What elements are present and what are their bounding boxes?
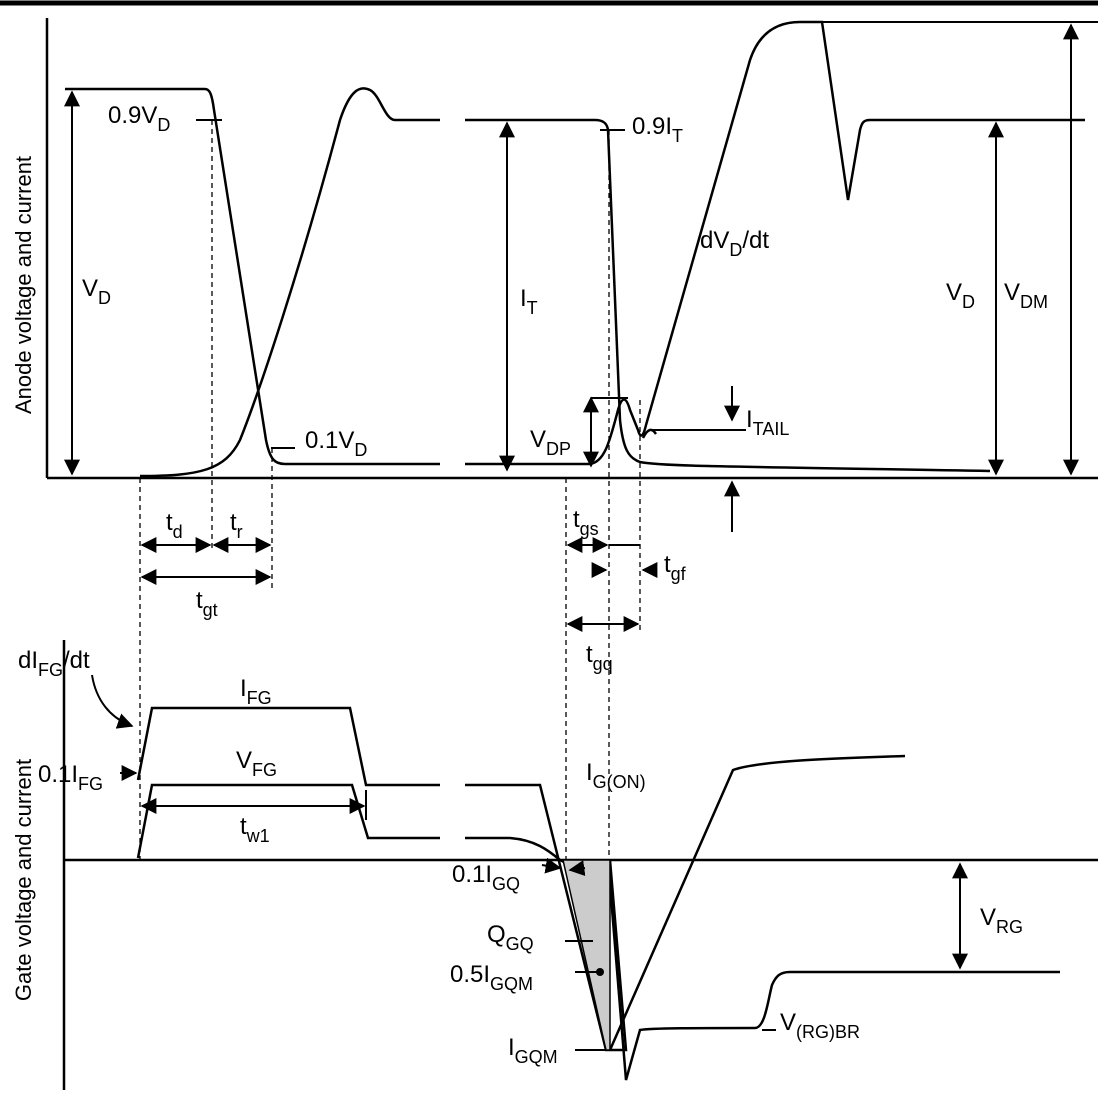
p01igq-arrow-left (541, 857, 562, 874)
difg-dt-arrow (91, 674, 134, 729)
anode-voltage-turn-on (65, 87, 440, 466)
label-vfg: VFG (236, 747, 277, 780)
label-tgq: tgq (586, 641, 613, 674)
label-qgq: QGQ (487, 921, 534, 954)
label-ig-on: IG(ON) (586, 759, 646, 792)
label-ifg: IFG (240, 675, 272, 708)
label-tgf: tgf (664, 551, 687, 584)
anode-current-turn-on (139, 87, 440, 478)
label-itail: ITAIL (746, 406, 789, 439)
anode-voltage-turn-off (465, 20, 1085, 466)
label-difg-dt: dIFG/dt (18, 647, 90, 680)
label-0-1ifg: 0.1IFG (38, 761, 103, 794)
upper-dimension-arrows (64, 21, 1098, 532)
gate-voltage-breakdown (606, 859, 1060, 1081)
upper-axis-label: Anode voltage and current (11, 156, 36, 414)
qgq-shaded-area (562, 859, 611, 1051)
timing-arrows (140, 537, 658, 632)
guide-lines (139, 120, 641, 860)
labels: 0.9VD 0.1VD VD IT 0.9IT dVD/dt VD VDM VD… (18, 102, 1048, 1067)
label-dvd-dt: dVD/dt (700, 227, 769, 260)
lower-dimension-arrows (91, 674, 1000, 1051)
label-igqm: IGQM (508, 1034, 558, 1067)
label-it: IT (520, 285, 538, 318)
tail-current-bump (641, 428, 658, 439)
label-0-1vd: 0.1VD (305, 427, 367, 460)
label-0-5igqm: 0.5IGQM (450, 961, 533, 994)
gate-current-recovery (608, 754, 906, 1051)
p01igq-arrow-right (568, 860, 586, 877)
gate-voltage-vfg (136, 783, 440, 859)
anode-current-turn-off (465, 118, 991, 473)
label-0-9vd: 0.9VD (108, 102, 170, 135)
label-0-9it: 0.9IT (632, 113, 683, 146)
label-tgt: tgt (196, 587, 218, 620)
anode-waveforms (65, 20, 1085, 478)
label-tgs: tgs (573, 506, 599, 539)
gate-current-ifg (136, 706, 440, 787)
label-vd-right: VD (946, 279, 975, 312)
label-tr: tr (230, 509, 243, 542)
label-vrg-br: V(RG)BR (780, 1009, 860, 1042)
label-vrg: VRG (980, 904, 1023, 937)
label-0-1igq: 0.1IGQ (452, 861, 520, 894)
label-vdm: VDM (1004, 279, 1048, 312)
label-vdp: VDP (530, 426, 571, 459)
label-td: td (166, 509, 183, 542)
label-tw1: tw1 (240, 813, 270, 846)
lower-axis-label: Gate voltage and current (11, 759, 36, 1001)
label-vd-left: VD (82, 275, 111, 308)
